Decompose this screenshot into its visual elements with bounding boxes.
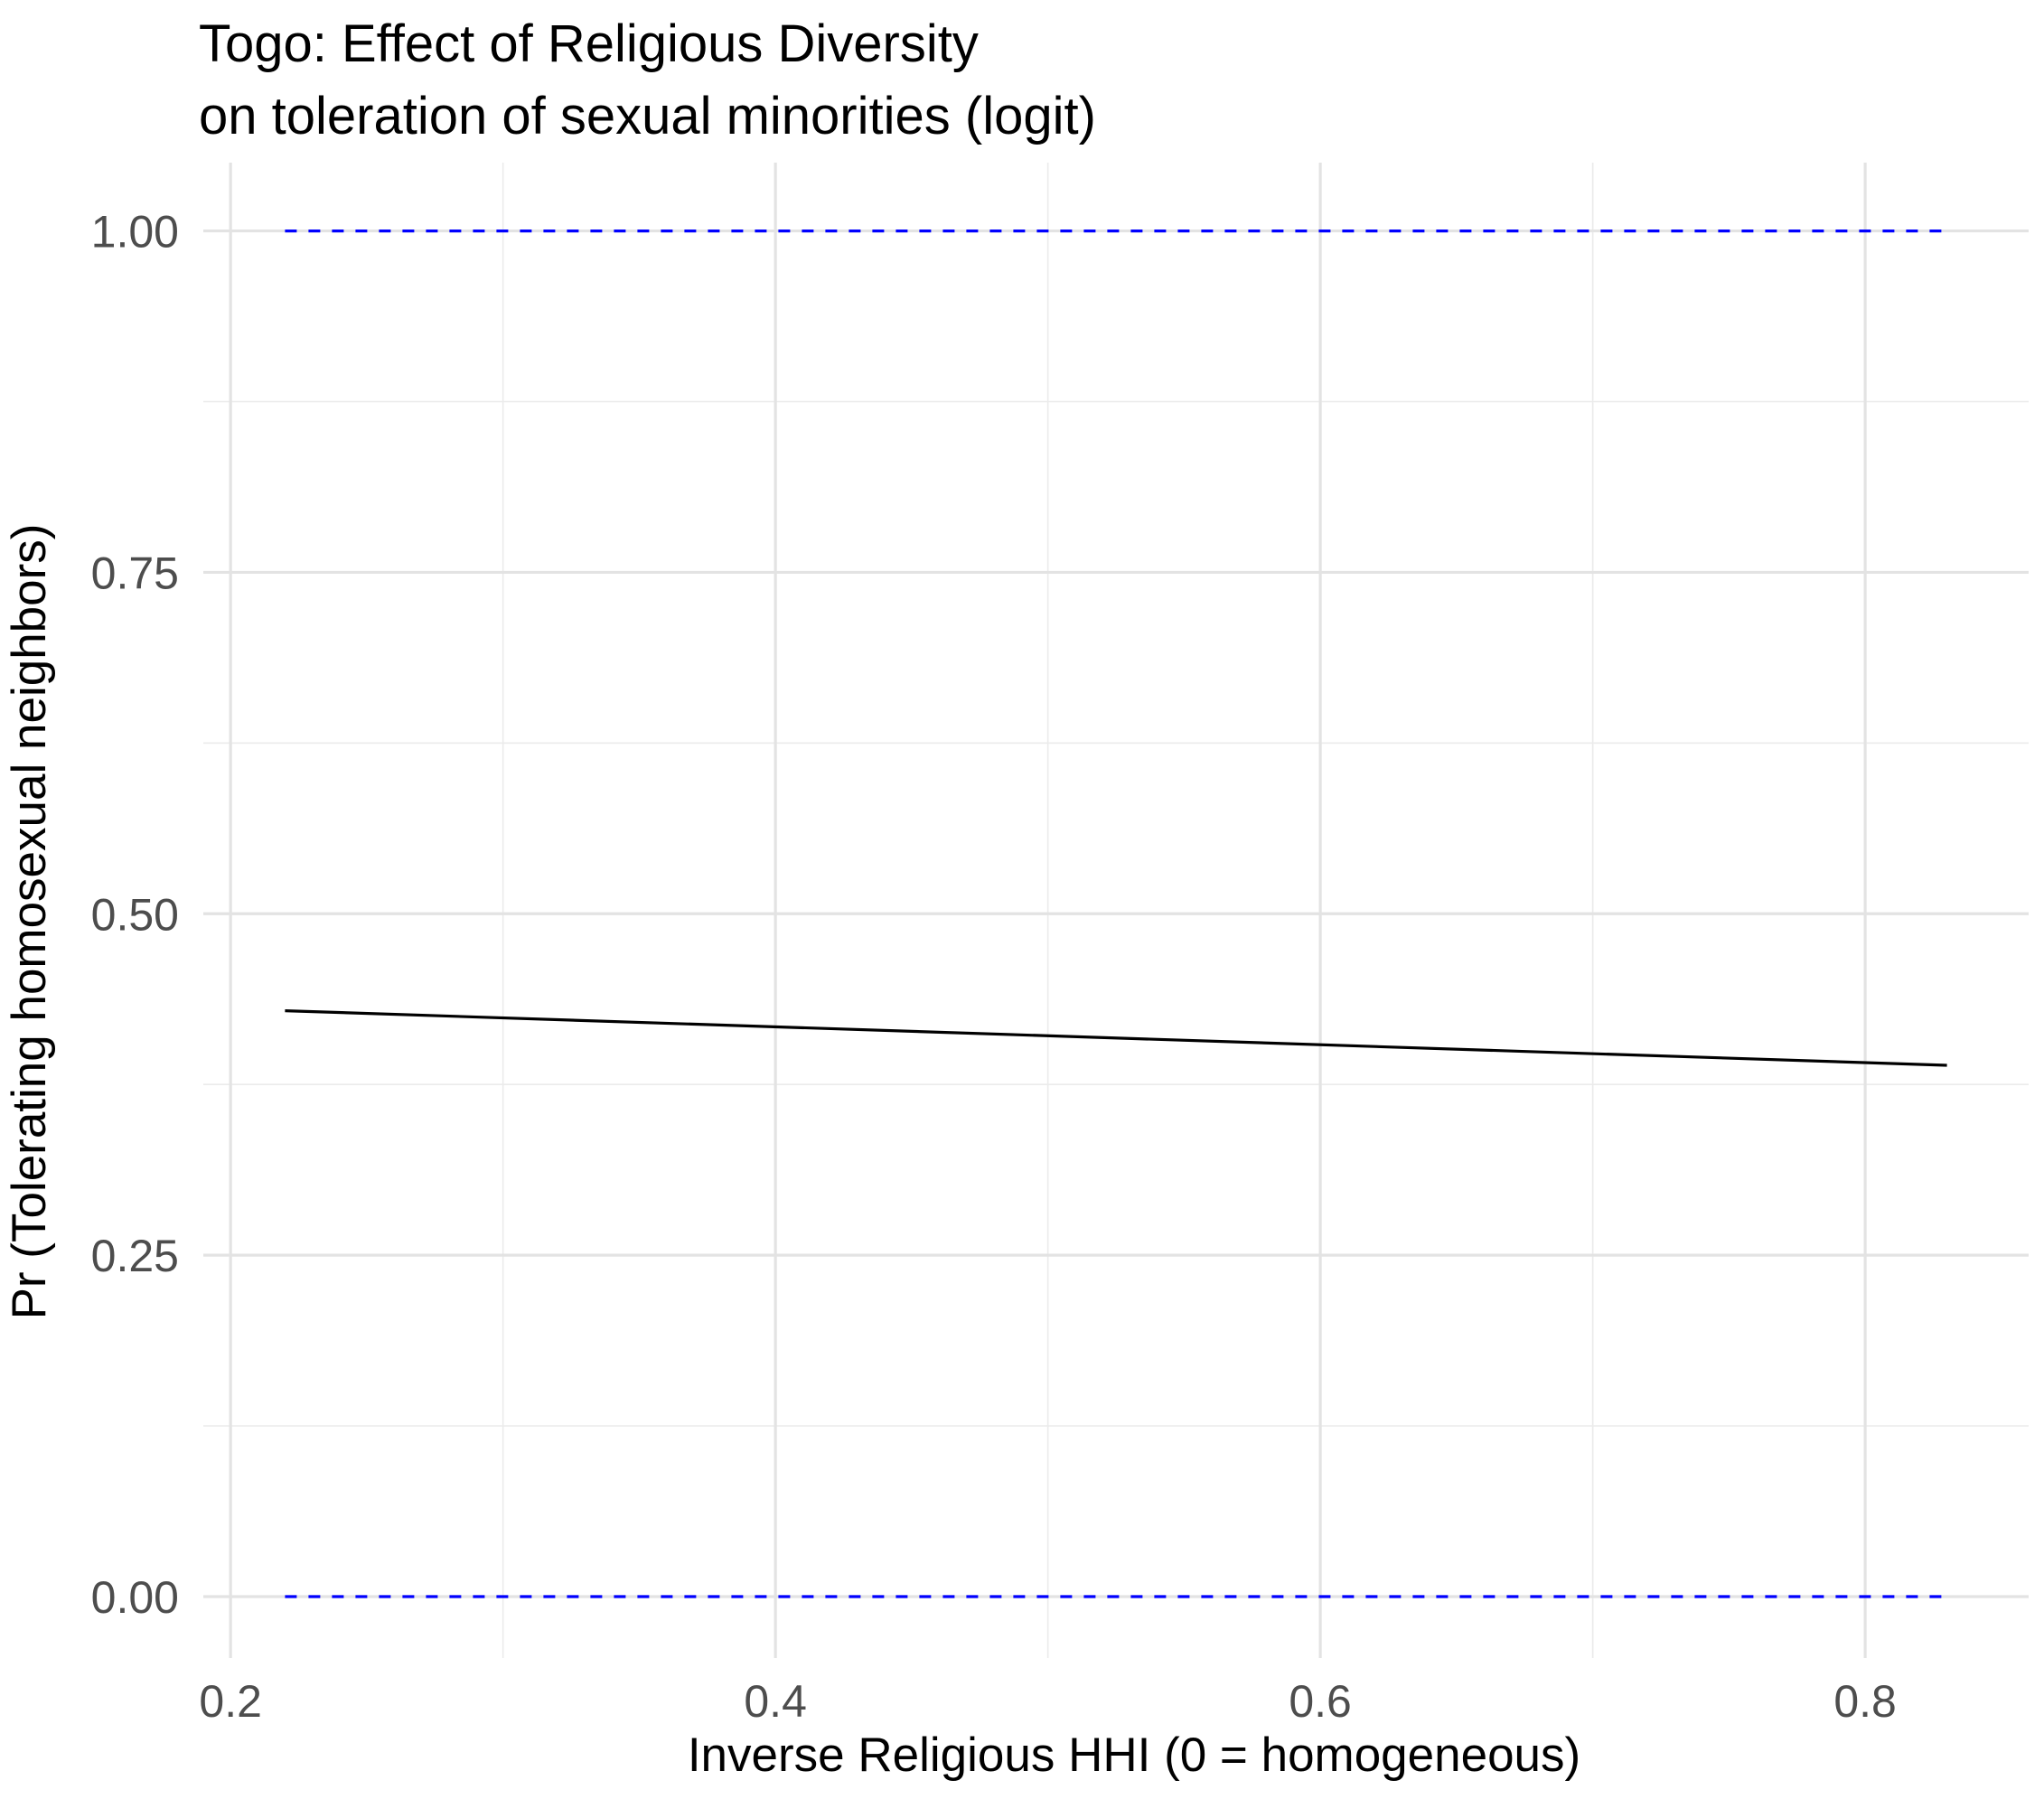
y-tick-label: 0.50 (91, 889, 179, 940)
y-tick-label: 0.00 (91, 1572, 179, 1623)
minor-grid (203, 163, 2029, 1658)
y-tick-label: 0.75 (91, 548, 179, 598)
y-axis-ticks: 0.00 0.25 0.50 0.75 1.00 (91, 207, 179, 1623)
x-axis-title: Inverse Religious HHI (0 = homogeneous) (688, 1729, 1580, 1782)
predicted-probability-line (285, 1009, 1947, 1067)
y-tick-label: 1.00 (91, 207, 179, 258)
y-axis-title: Pr (Tolerating homosexual neighbors) (3, 524, 56, 1320)
x-tick-label: 0.6 (1289, 1676, 1352, 1727)
plot-series (285, 230, 1947, 1598)
chart-subtitle: on toleration of sexual minorities (logi… (199, 87, 1096, 145)
x-axis-ticks: 0.2 0.4 0.6 0.8 (199, 1676, 1896, 1727)
chart-title: Togo: Effect of Religious Diversity (199, 14, 979, 73)
x-tick-label: 0.2 (199, 1676, 262, 1727)
x-tick-label: 0.8 (1833, 1676, 1897, 1727)
y-tick-label: 0.25 (91, 1231, 179, 1281)
x-tick-label: 0.4 (744, 1676, 807, 1727)
